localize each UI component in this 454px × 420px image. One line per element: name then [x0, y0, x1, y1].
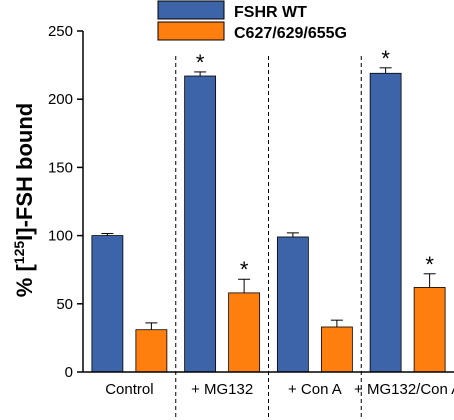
bar-c627-629-655g — [135, 329, 168, 373]
legend-swatch-c627-629-655g — [157, 21, 225, 41]
significance-star: * — [240, 257, 249, 282]
legend-swatch-fshr-wt — [157, 0, 225, 20]
bar-fshr-wt — [184, 75, 217, 373]
significance-markers: * * * * — [196, 46, 435, 282]
legend: FSHR WT C627/629/655G — [157, 0, 347, 42]
legend-label-fshr-wt: FSHR WT — [234, 4, 307, 21]
legend-label-c627-629-655g: C627/629/655G — [234, 25, 347, 42]
axes — [82, 31, 454, 373]
group-separators — [175, 56, 362, 420]
y-tick-label: 0 — [65, 364, 73, 381]
y-tick-label: 250 — [48, 23, 73, 40]
significance-star: * — [196, 50, 205, 75]
significance-star: * — [425, 252, 434, 277]
x-tick-label: + MG132/Con A — [354, 381, 454, 398]
bar-fshr-wt — [276, 236, 309, 373]
y-tick-label: 200 — [48, 91, 73, 108]
bars — [91, 72, 446, 373]
x-tick-label: + Con A — [288, 381, 342, 398]
y-ticks: 0 50 100 150 200 250 — [48, 23, 83, 381]
x-tick-labels: Control + MG132 + Con A + MG132/Con A — [105, 381, 454, 398]
bar-fshr-wt — [91, 235, 124, 373]
error-bars — [101, 67, 436, 330]
y-tick-label: 150 — [48, 159, 73, 176]
bar-fshr-wt — [369, 72, 402, 373]
bar-c627-629-655g — [228, 292, 261, 373]
significance-star: * — [381, 46, 390, 71]
bar-c627-629-655g — [320, 326, 353, 373]
x-tick-label: + MG132 — [191, 381, 253, 398]
y-tick-label: 100 — [48, 228, 73, 245]
bar-c627-629-655g — [413, 287, 446, 373]
x-tick-label: Control — [105, 381, 153, 398]
y-tick-label: 50 — [56, 296, 73, 313]
y-axis-label: % [125I]-FSH bound — [11, 103, 37, 297]
